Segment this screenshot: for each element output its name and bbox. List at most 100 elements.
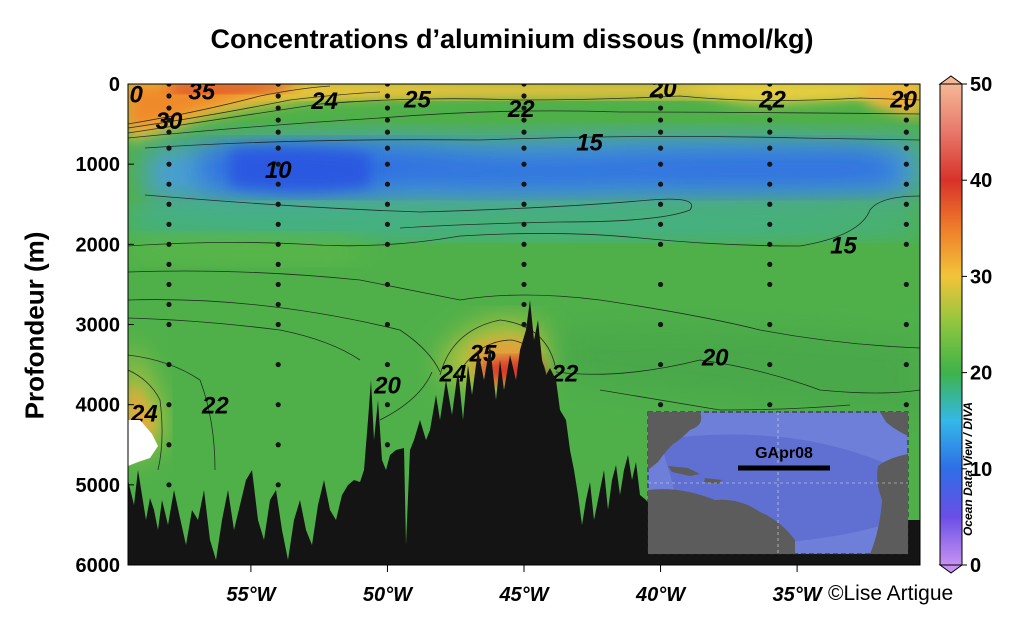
contour-value-label: 22	[201, 393, 229, 420]
y-tick-label: 6000	[76, 555, 121, 577]
colorbar-max-arrow	[938, 75, 964, 85]
station-sample-point	[903, 321, 909, 328]
station-sample-point	[166, 482, 172, 488]
colorbar-tick-label: 0	[970, 555, 981, 577]
station-sample-point	[384, 321, 391, 328]
station-sample-point	[767, 241, 773, 247]
y-tick-label: 5000	[76, 475, 121, 497]
station-sample-point	[903, 161, 909, 167]
sampling-stations	[166, 84, 909, 488]
colorbar-tick-label: 50	[970, 74, 992, 96]
contour-lines	[128, 85, 920, 471]
station-sample-point	[275, 129, 281, 135]
station-sample-point	[657, 117, 664, 123]
station-sample-point	[275, 84, 281, 87]
contour-value-label: 15	[830, 232, 857, 259]
station-sample-point	[384, 129, 391, 135]
concentration-field	[128, 84, 920, 460]
station-sample-point	[384, 201, 391, 207]
station-sample-point	[521, 93, 527, 99]
station-sample-point	[275, 261, 281, 267]
station-sample-point	[903, 129, 909, 135]
station-sample-point	[166, 181, 172, 187]
station-sample-point	[657, 361, 664, 368]
odv-watermark: Ocean Data View / DIVA	[961, 401, 975, 537]
x-tick-label: 50°W	[363, 584, 414, 606]
contour-value-label: 35	[188, 78, 215, 105]
colorbar-tick-label: 10	[970, 459, 992, 481]
contour-value-label: 22	[758, 86, 786, 113]
station-sample-point	[903, 361, 909, 368]
contour-value-label: 15	[576, 130, 603, 157]
station-sample-point	[384, 241, 391, 247]
station-sample-point	[521, 105, 527, 111]
station-sample-point	[275, 402, 281, 408]
station-sample-point	[657, 321, 664, 328]
station-sample-point	[521, 145, 527, 151]
contour-value-label: 24	[439, 361, 467, 388]
station-sample-point	[384, 281, 391, 288]
inset-north-america	[648, 412, 702, 470]
station-sample-point	[767, 105, 773, 111]
colorbar	[939, 83, 963, 566]
station-sample-point	[166, 221, 172, 227]
station-sample-point	[275, 105, 281, 111]
x-tick-label: 40°W	[635, 584, 687, 606]
station-sample-point	[767, 145, 773, 151]
station-sample-point	[275, 321, 281, 328]
y-tick-label: 0	[109, 74, 120, 96]
station-sample-point	[657, 84, 664, 87]
station-sample-point	[166, 402, 172, 408]
station-sample-point	[521, 321, 527, 328]
station-sample-point	[275, 241, 281, 247]
station-sample-point	[521, 84, 527, 87]
y-tick-label: 1000	[76, 154, 121, 176]
station-sample-point	[521, 261, 527, 267]
station-sample-point	[521, 241, 527, 247]
contour-value-label: 20	[649, 76, 677, 103]
colorbar-tick-label: 40	[970, 170, 992, 192]
station-sample-point	[275, 145, 281, 151]
station-sample-point	[166, 361, 172, 368]
station-sample-point	[767, 221, 773, 227]
station-sample-point	[166, 84, 172, 87]
contour-value-label: 0	[130, 82, 144, 109]
colorbar-tick-label: 20	[970, 363, 992, 385]
station-sample-point	[903, 105, 909, 111]
station-sample-point	[166, 105, 172, 111]
contour-value-label: 25	[403, 86, 431, 113]
contour-value-label: 20	[889, 86, 917, 113]
station-sample-point	[521, 221, 527, 227]
station-sample-point	[166, 117, 172, 123]
x-tick-label: 35°W	[773, 584, 824, 606]
station-sample-point	[903, 221, 909, 227]
station-sample-point	[657, 105, 664, 111]
station-sample-point	[767, 281, 773, 288]
station-sample-point	[767, 161, 773, 167]
station-sample-point	[166, 321, 172, 328]
station-sample-point	[275, 482, 281, 488]
station-sample-point	[767, 84, 773, 87]
station-sample-point	[384, 402, 391, 408]
station-sample-point	[657, 402, 664, 408]
station-sample-point	[903, 93, 909, 99]
station-sample-point	[166, 129, 172, 135]
station-sample-point	[166, 261, 172, 267]
station-sample-point	[903, 201, 909, 207]
contour-value-label: 10	[265, 157, 292, 184]
station-sample-point	[767, 201, 773, 207]
chart-title: Concentrations d’aluminium dissous (nmol…	[210, 24, 814, 54]
station-sample-point	[657, 129, 664, 135]
station-sample-point	[384, 161, 391, 167]
station-sample-point	[275, 281, 281, 288]
station-sample-point	[767, 402, 773, 408]
station-sample-point	[384, 105, 391, 111]
station-sample-point	[903, 181, 909, 187]
contour-labels: 0353024252220222015101525242220202224	[130, 76, 918, 428]
station-sample-point	[166, 161, 172, 167]
station-sample-point	[384, 442, 391, 448]
station-sample-point	[521, 129, 527, 135]
inset-europe	[880, 412, 908, 436]
station-sample-point	[657, 281, 664, 288]
station-sample-point	[903, 241, 909, 247]
